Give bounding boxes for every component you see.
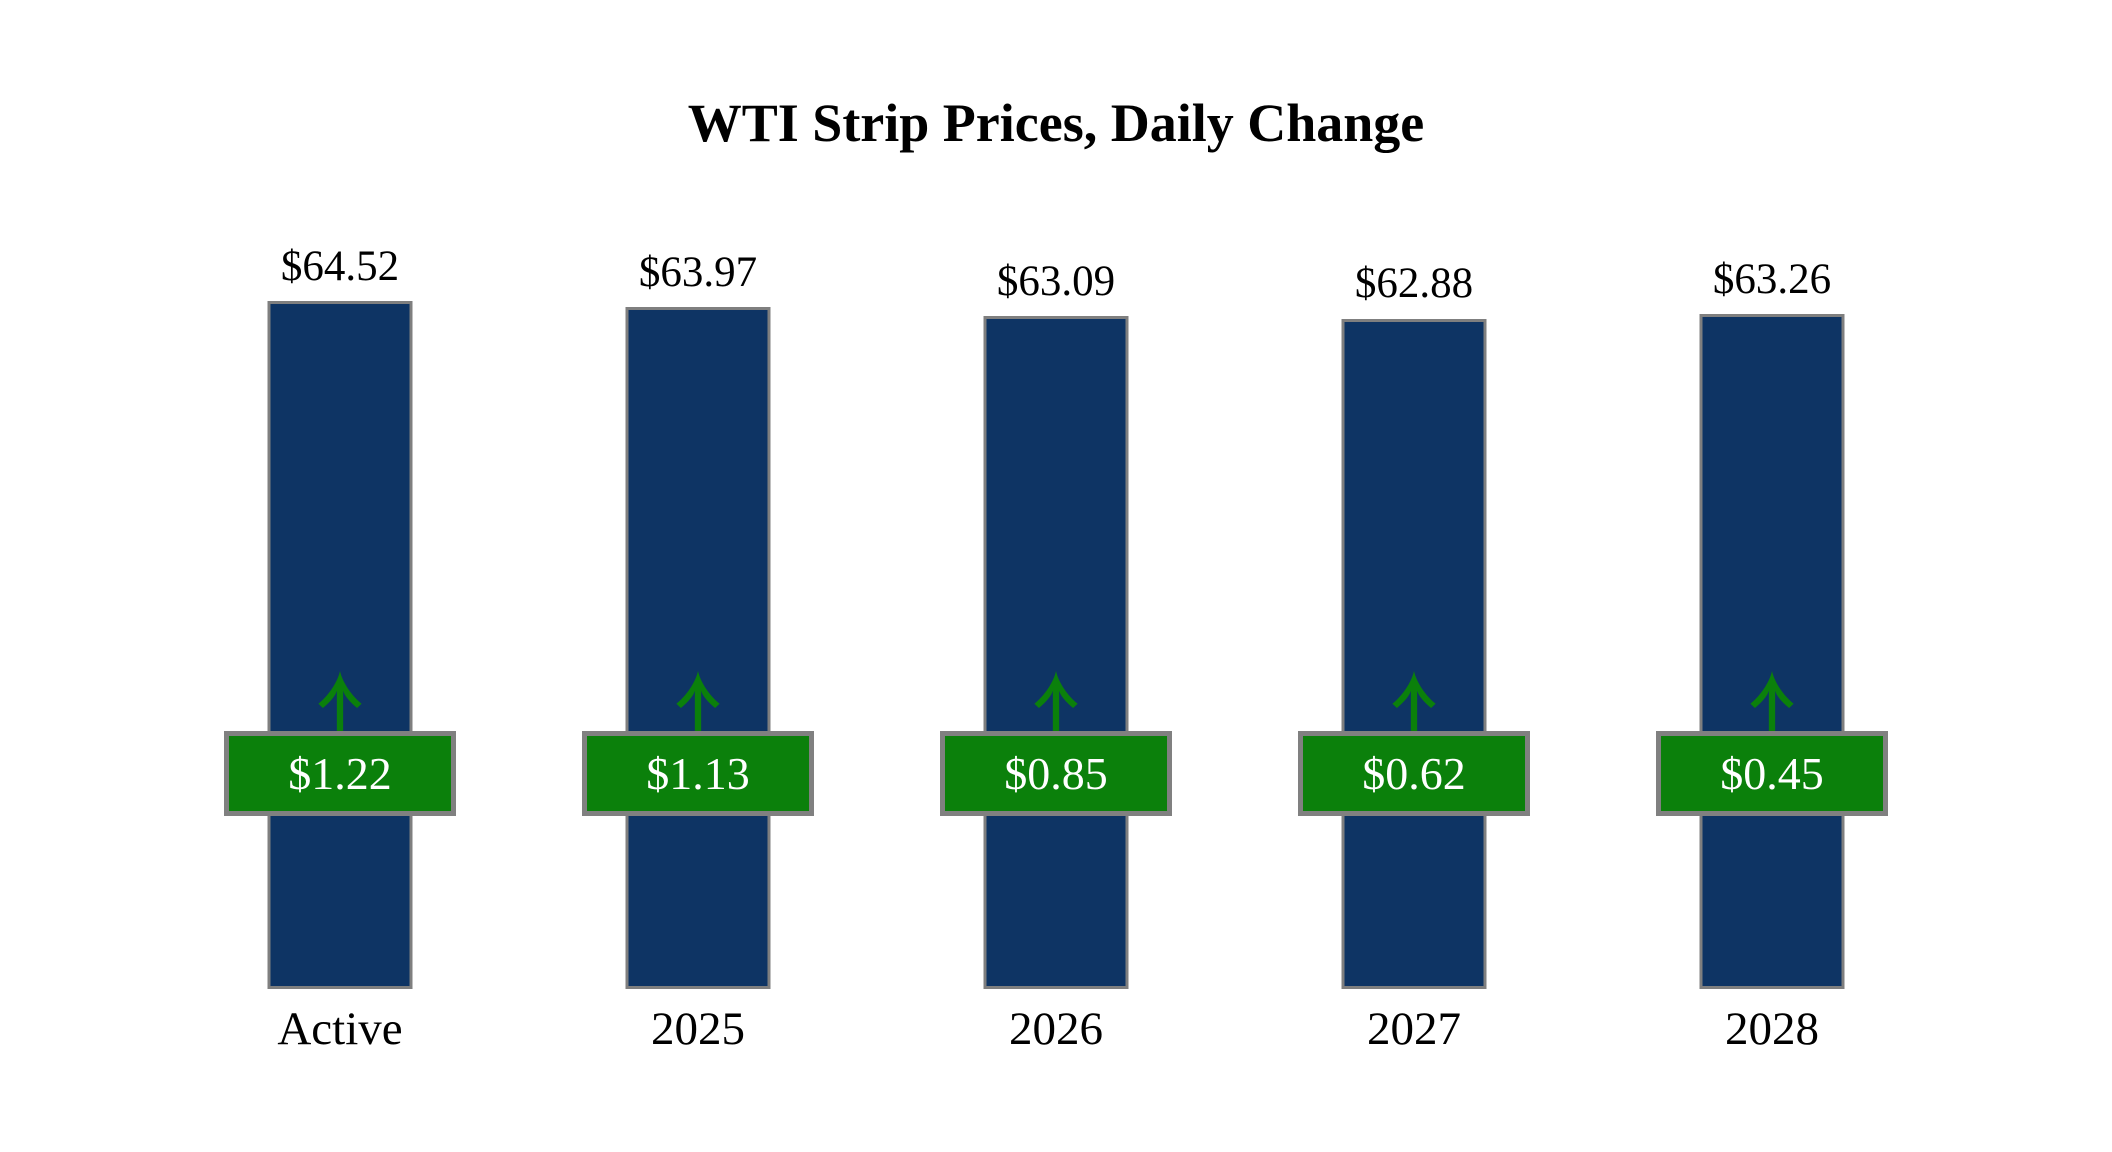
change-label: $0.62 [1362, 747, 1466, 799]
change-badge: $0.85 [940, 731, 1172, 816]
up-arrow-icon [318, 671, 362, 733]
price-label: $63.09 [996, 258, 1116, 306]
bar-group-active: $64.52 $1.22 Active [161, 0, 519, 1152]
category-label: 2025 [651, 1003, 745, 1055]
price-bar [625, 306, 771, 989]
price-bar [1341, 318, 1487, 989]
bar-group-2028: $63.26 $0.45 2028 [1593, 0, 1951, 1152]
price-bar [983, 316, 1129, 989]
up-arrow-icon [1750, 671, 1794, 733]
price-bar [1699, 314, 1845, 989]
change-badge: $0.45 [1656, 731, 1888, 816]
category-label: 2026 [1009, 1003, 1103, 1055]
price-label: $63.97 [638, 248, 758, 296]
category-label: 2028 [1725, 1003, 1819, 1055]
price-label: $62.88 [1354, 260, 1474, 308]
bar-group-2027: $62.88 $0.62 2027 [1235, 0, 1593, 1152]
price-label: $63.26 [1712, 256, 1832, 304]
price-label: $64.52 [280, 243, 400, 290]
change-badge: $1.13 [582, 731, 814, 816]
change-label: $0.85 [1004, 747, 1108, 799]
change-label: $0.45 [1720, 747, 1824, 799]
bar-group-2026: $63.09 $0.85 2026 [877, 0, 1235, 1152]
category-label: Active [277, 1003, 403, 1055]
change-badge: $1.22 [224, 731, 456, 816]
up-arrow-icon [1392, 671, 1436, 733]
change-label: $1.22 [288, 747, 392, 799]
price-bar [267, 301, 413, 989]
up-arrow-icon [676, 671, 720, 733]
bar-group-2025: $63.97 $1.13 2025 [519, 0, 877, 1152]
up-arrow-icon [1034, 671, 1078, 733]
change-badge: $0.62 [1298, 731, 1530, 816]
change-label: $1.13 [646, 747, 750, 799]
chart-title: WTI Strip Prices, Daily Change [687, 93, 1425, 153]
category-label: 2027 [1367, 1003, 1461, 1055]
